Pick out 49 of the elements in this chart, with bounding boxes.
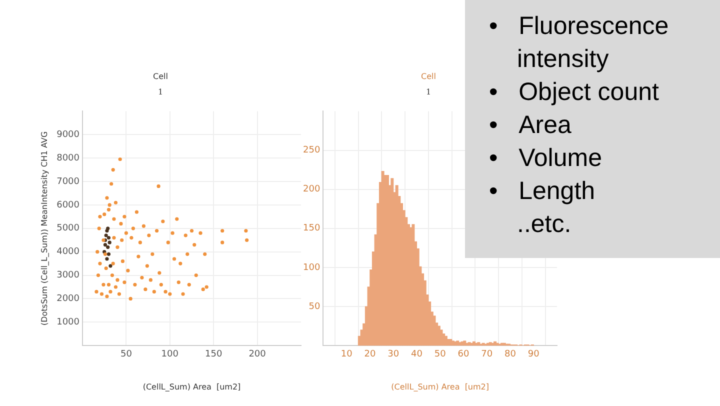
y-tick-label: 9000 xyxy=(56,130,80,140)
x-axis-title: (CellL_Sum) Area [um2] xyxy=(391,382,490,392)
x-tick-label: 20 xyxy=(364,349,376,360)
x-tick-label: 150 xyxy=(205,349,222,360)
y-tick-label: 6000 xyxy=(56,200,80,210)
point xyxy=(106,252,111,256)
annotation: • Length xyxy=(489,176,596,207)
chart-title: Cell xyxy=(153,72,168,81)
x-tick-label: 100 xyxy=(161,349,179,360)
point xyxy=(108,240,112,244)
point xyxy=(105,257,109,261)
chart-subtitle: 1 xyxy=(426,87,432,96)
text: • Object count xyxy=(489,77,660,108)
y-tick-label: 4000 xyxy=(56,247,80,258)
y-tick-label: 100 xyxy=(302,262,320,273)
x-tick-label: 50 xyxy=(434,349,446,360)
point xyxy=(108,264,112,268)
y-tick-label: 50 xyxy=(308,302,320,312)
y-tick-label: 250 xyxy=(302,146,320,156)
y-tick-label: 1000 xyxy=(56,318,80,328)
chart-subtitle: 1 xyxy=(158,87,164,96)
x-tick-label: 30 xyxy=(388,349,400,360)
chart-title: Cell xyxy=(421,72,436,81)
x-tick-label: 60 xyxy=(458,349,470,360)
annotation: ..etc. xyxy=(517,209,572,240)
x-tick-label: 70 xyxy=(481,349,493,360)
point xyxy=(106,245,110,249)
y-axis-title: (DotsSum (Cell_L_Sum)) MeanIntensity CH1 AVG xyxy=(40,131,49,326)
x-tick-label: 200 xyxy=(248,349,266,360)
annotation: • Area xyxy=(489,110,572,141)
y-tick-label: 2000 xyxy=(56,294,80,304)
text: • Fluorescence intensity xyxy=(489,11,670,75)
point xyxy=(104,234,108,238)
y-tick-label: 8000 xyxy=(56,153,80,164)
x-tick-label: 50 xyxy=(120,349,132,360)
x-tick-label: 40 xyxy=(410,349,423,360)
y-tick-label: 200 xyxy=(302,184,320,195)
y-tick-label: 150 xyxy=(302,224,320,234)
point xyxy=(106,236,111,240)
x-tick-label: 10 xyxy=(340,349,353,360)
y-tick-label: 7000 xyxy=(56,176,80,187)
point xyxy=(103,243,108,247)
y-tick-label: 5000 xyxy=(56,224,80,234)
x-tick-label: 90 xyxy=(528,349,540,360)
x-tick-label: 80 xyxy=(504,349,516,360)
annotation: • Volume xyxy=(489,143,603,174)
y-tick-label: 3000 xyxy=(56,270,80,281)
x-axis-title: (CellL_Sum) Area [um2] xyxy=(142,382,241,392)
point xyxy=(106,226,110,230)
